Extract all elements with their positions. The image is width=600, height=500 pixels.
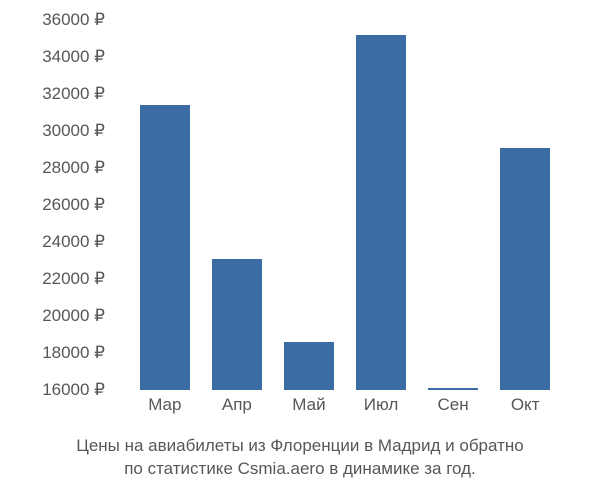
y-tick-label: 24000 ₽ bbox=[42, 232, 105, 252]
y-tick-label: 22000 ₽ bbox=[42, 269, 105, 289]
x-tick-label: Июл bbox=[364, 395, 399, 415]
chart-caption: Цены на авиабилеты из Флоренции в Мадрид… bbox=[0, 435, 600, 481]
x-tick-label: Сен bbox=[438, 395, 469, 415]
y-tick-label: 30000 ₽ bbox=[42, 121, 105, 141]
y-tick-label: 18000 ₽ bbox=[42, 343, 105, 363]
x-tick-label: Окт bbox=[511, 395, 540, 415]
bar bbox=[428, 388, 478, 390]
bar bbox=[140, 105, 190, 390]
y-tick-label: 26000 ₽ bbox=[42, 195, 105, 215]
bar bbox=[284, 342, 334, 390]
y-tick-label: 20000 ₽ bbox=[42, 306, 105, 326]
bar bbox=[500, 148, 550, 390]
price-chart: 16000 ₽ 18000 ₽ 20000 ₽ 22000 ₽ 24000 ₽ 26000… bbox=[0, 0, 600, 500]
caption-line-1: Цены на авиабилеты из Флоренции в Мадрид… bbox=[0, 435, 600, 458]
y-tick-label: 34000 ₽ bbox=[42, 47, 105, 67]
x-tick-label: Мар bbox=[148, 395, 181, 415]
y-tick-label: 28000 ₽ bbox=[42, 158, 105, 178]
x-tick-label: Апр bbox=[222, 395, 252, 415]
x-axis: Мар Апр Май Июл Сен Окт bbox=[110, 395, 580, 425]
bar bbox=[212, 259, 262, 390]
x-tick-label: Май bbox=[292, 395, 325, 415]
y-axis: 16000 ₽18000 ₽20000 ₽22000 ₽24000 ₽26000… bbox=[0, 20, 105, 390]
y-tick-label: 16000 ₽ bbox=[42, 380, 105, 400]
y-tick-label: 36000 ₽ bbox=[42, 10, 105, 30]
y-tick-label: 32000 ₽ bbox=[42, 84, 105, 104]
caption-line-2: по статистике Csmia.aero в динамике за г… bbox=[0, 458, 600, 481]
plot-area bbox=[110, 20, 580, 390]
bar bbox=[356, 35, 406, 390]
